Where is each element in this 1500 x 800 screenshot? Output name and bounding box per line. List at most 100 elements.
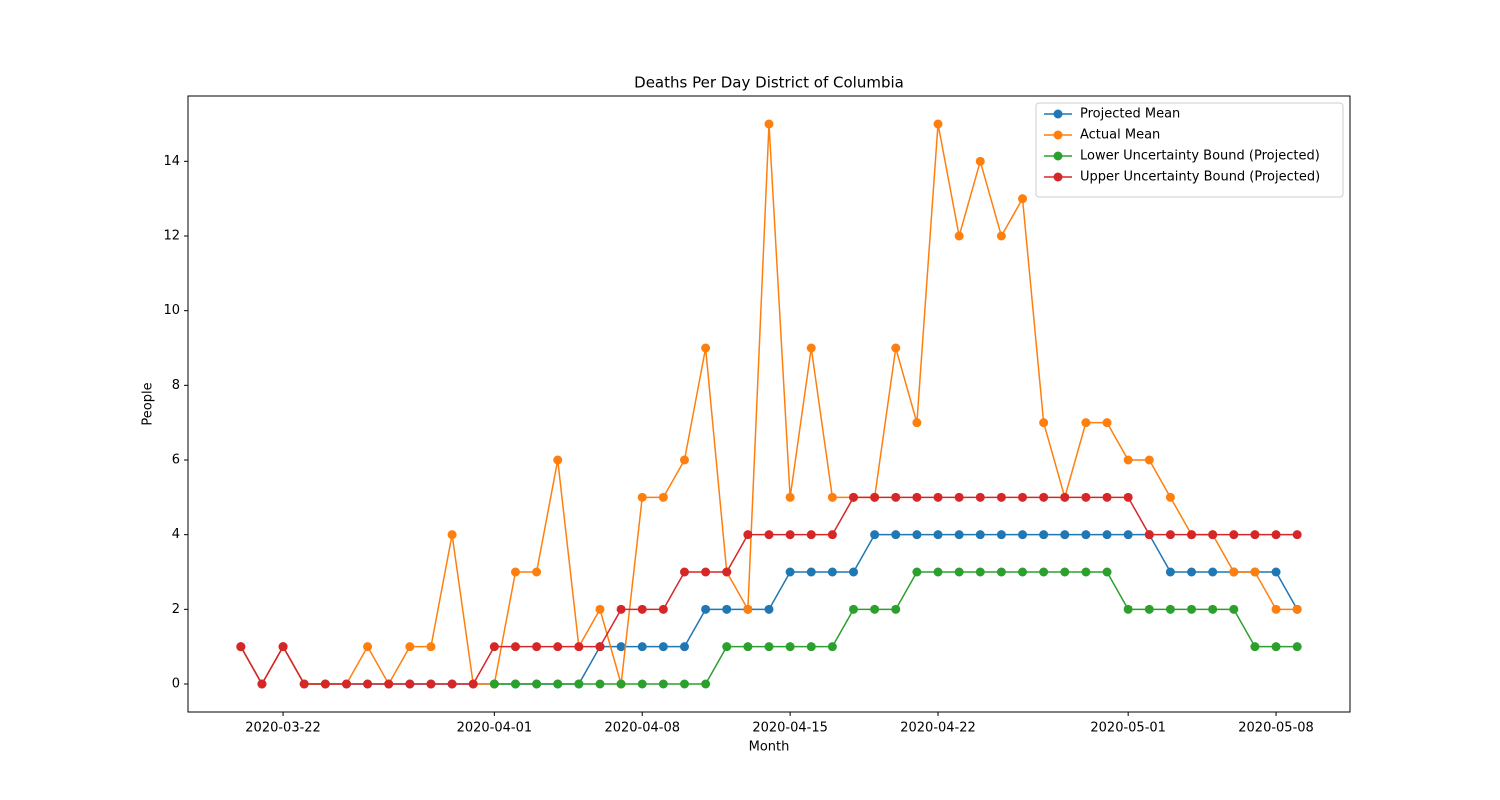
point	[236, 642, 246, 652]
point	[1018, 567, 1028, 577]
point	[827, 530, 837, 540]
point	[637, 642, 647, 652]
point	[1271, 530, 1281, 540]
point	[827, 567, 837, 577]
point	[912, 530, 922, 540]
legend-label: Upper Uncertainty Bound (Projected)	[1080, 170, 1320, 185]
point	[827, 492, 837, 502]
point	[489, 679, 499, 689]
point	[1250, 642, 1260, 652]
point	[1102, 492, 1112, 502]
point	[1102, 418, 1112, 428]
point	[870, 530, 880, 540]
point	[764, 642, 774, 652]
legend-marker	[1053, 151, 1063, 161]
point	[447, 530, 457, 540]
point	[849, 567, 859, 577]
point	[764, 530, 774, 540]
point	[553, 455, 563, 465]
point	[1271, 604, 1281, 614]
point	[785, 642, 795, 652]
x-tick-label: 2020-05-01	[1090, 721, 1166, 736]
y-tick-label: 14	[163, 154, 180, 169]
point	[933, 567, 943, 577]
point	[1165, 530, 1175, 540]
point	[891, 530, 901, 540]
point	[532, 679, 542, 689]
plot-frame	[187, 95, 1351, 713]
point	[933, 492, 943, 502]
point	[257, 679, 267, 689]
point	[785, 530, 795, 540]
point	[1060, 530, 1070, 540]
point	[532, 642, 542, 652]
chart-title: Deaths Per Day District of Columbia	[634, 74, 904, 92]
point	[1144, 604, 1154, 614]
point	[912, 492, 922, 502]
point	[1229, 530, 1239, 540]
point	[1229, 567, 1239, 577]
x-tick-label: 2020-03-22	[245, 721, 321, 736]
legend-box	[1035, 102, 1344, 198]
point	[574, 642, 584, 652]
series-line	[240, 123, 1298, 686]
point	[1208, 604, 1218, 614]
point	[1102, 530, 1112, 540]
point	[1250, 530, 1260, 540]
point	[1039, 530, 1049, 540]
point	[299, 679, 309, 689]
point	[1081, 492, 1091, 502]
point	[722, 604, 732, 614]
point	[1039, 418, 1049, 428]
point	[722, 642, 732, 652]
point	[616, 679, 626, 689]
point	[975, 530, 985, 540]
point	[1229, 604, 1239, 614]
point	[1165, 492, 1175, 502]
point	[616, 604, 626, 614]
y-tick-label: 10	[163, 303, 180, 318]
point	[1123, 455, 1133, 465]
point	[764, 604, 774, 614]
point	[1292, 530, 1302, 540]
point	[595, 642, 605, 652]
point	[1081, 567, 1091, 577]
point	[679, 679, 689, 689]
point	[1208, 530, 1218, 540]
x-tick-label: 2020-04-08	[604, 721, 680, 736]
point	[1102, 567, 1112, 577]
point	[595, 679, 605, 689]
point	[637, 679, 647, 689]
point	[510, 679, 520, 689]
point	[1187, 604, 1197, 614]
point	[1060, 567, 1070, 577]
point	[341, 679, 351, 689]
point	[363, 679, 373, 689]
point	[701, 679, 711, 689]
point	[1271, 642, 1281, 652]
point	[553, 679, 563, 689]
point	[806, 530, 816, 540]
point	[806, 567, 816, 577]
y-tick-label: 4	[172, 527, 180, 542]
point	[510, 642, 520, 652]
point	[1250, 567, 1260, 577]
point	[447, 679, 457, 689]
point	[870, 492, 880, 502]
point	[701, 567, 711, 577]
x-tick-label: 2020-04-15	[752, 721, 828, 736]
point	[1123, 530, 1133, 540]
point	[637, 604, 647, 614]
series-line	[240, 496, 1298, 686]
legend-marker	[1053, 130, 1063, 140]
point	[806, 343, 816, 353]
point	[405, 679, 415, 689]
legend-label: Lower Uncertainty Bound (Projected)	[1080, 149, 1320, 164]
legend-label: Projected Mean	[1080, 107, 1180, 122]
point	[996, 567, 1006, 577]
point	[574, 679, 584, 689]
point	[595, 604, 605, 614]
point	[1292, 642, 1302, 652]
point	[468, 679, 478, 689]
